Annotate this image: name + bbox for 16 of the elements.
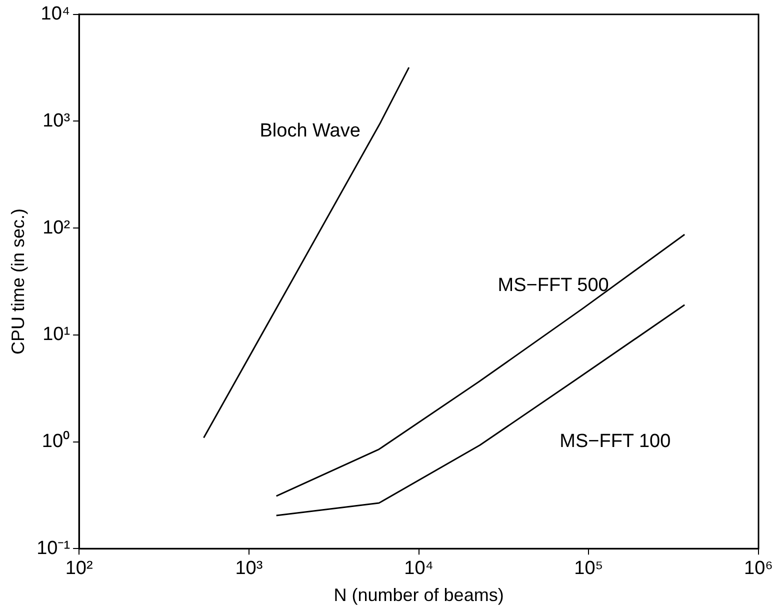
y-tick-label: 10⁻¹ — [36, 538, 70, 559]
series-label: Bloch Wave — [260, 120, 360, 142]
x-tick-label: 10² — [65, 558, 93, 580]
y-axis-title: CPU time (in sec.) — [8, 208, 28, 355]
y-tick-label: 10¹ — [42, 324, 70, 346]
x-tick-label: 10⁶ — [744, 558, 774, 580]
x-tick-label: 10³ — [235, 558, 263, 580]
x-axis-title: N (number of beams) — [334, 585, 504, 606]
series-label: MS−FFT 100 — [560, 430, 671, 452]
y-tick-label: 10⁴ — [40, 4, 70, 25]
y-tick-label: 10³ — [42, 110, 70, 132]
x-tick-label: 10⁴ — [404, 558, 434, 580]
y-tick-label: 10⁰ — [42, 430, 70, 452]
x-tick-label: 10⁵ — [574, 558, 604, 580]
series-label: MS−FFT 500 — [498, 275, 609, 296]
y-tick-label: 10² — [42, 217, 70, 238]
